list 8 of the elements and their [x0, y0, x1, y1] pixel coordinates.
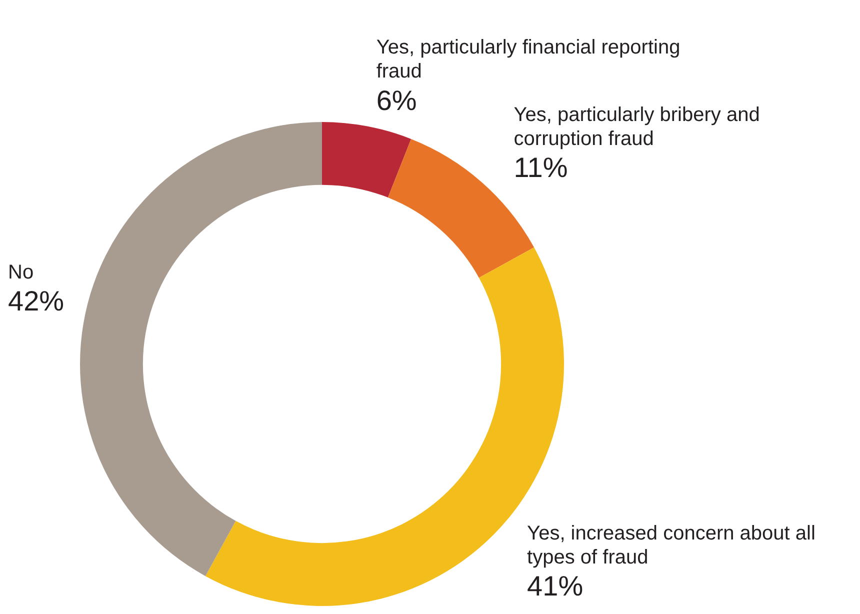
data-label: 6% — [376, 84, 417, 116]
data-label: 41% — [527, 570, 584, 602]
data-label: 11% — [514, 152, 568, 184]
data-label: 42% — [8, 286, 64, 317]
slice-label: No — [8, 261, 34, 284]
slice-label: Yes, particularly financial reporting fraud — [376, 36, 680, 83]
slice-label: Yes, increased concern about all types of fraud — [527, 522, 816, 569]
slice-label: Yes, particularly bribery and corruption fraud — [514, 104, 760, 150]
